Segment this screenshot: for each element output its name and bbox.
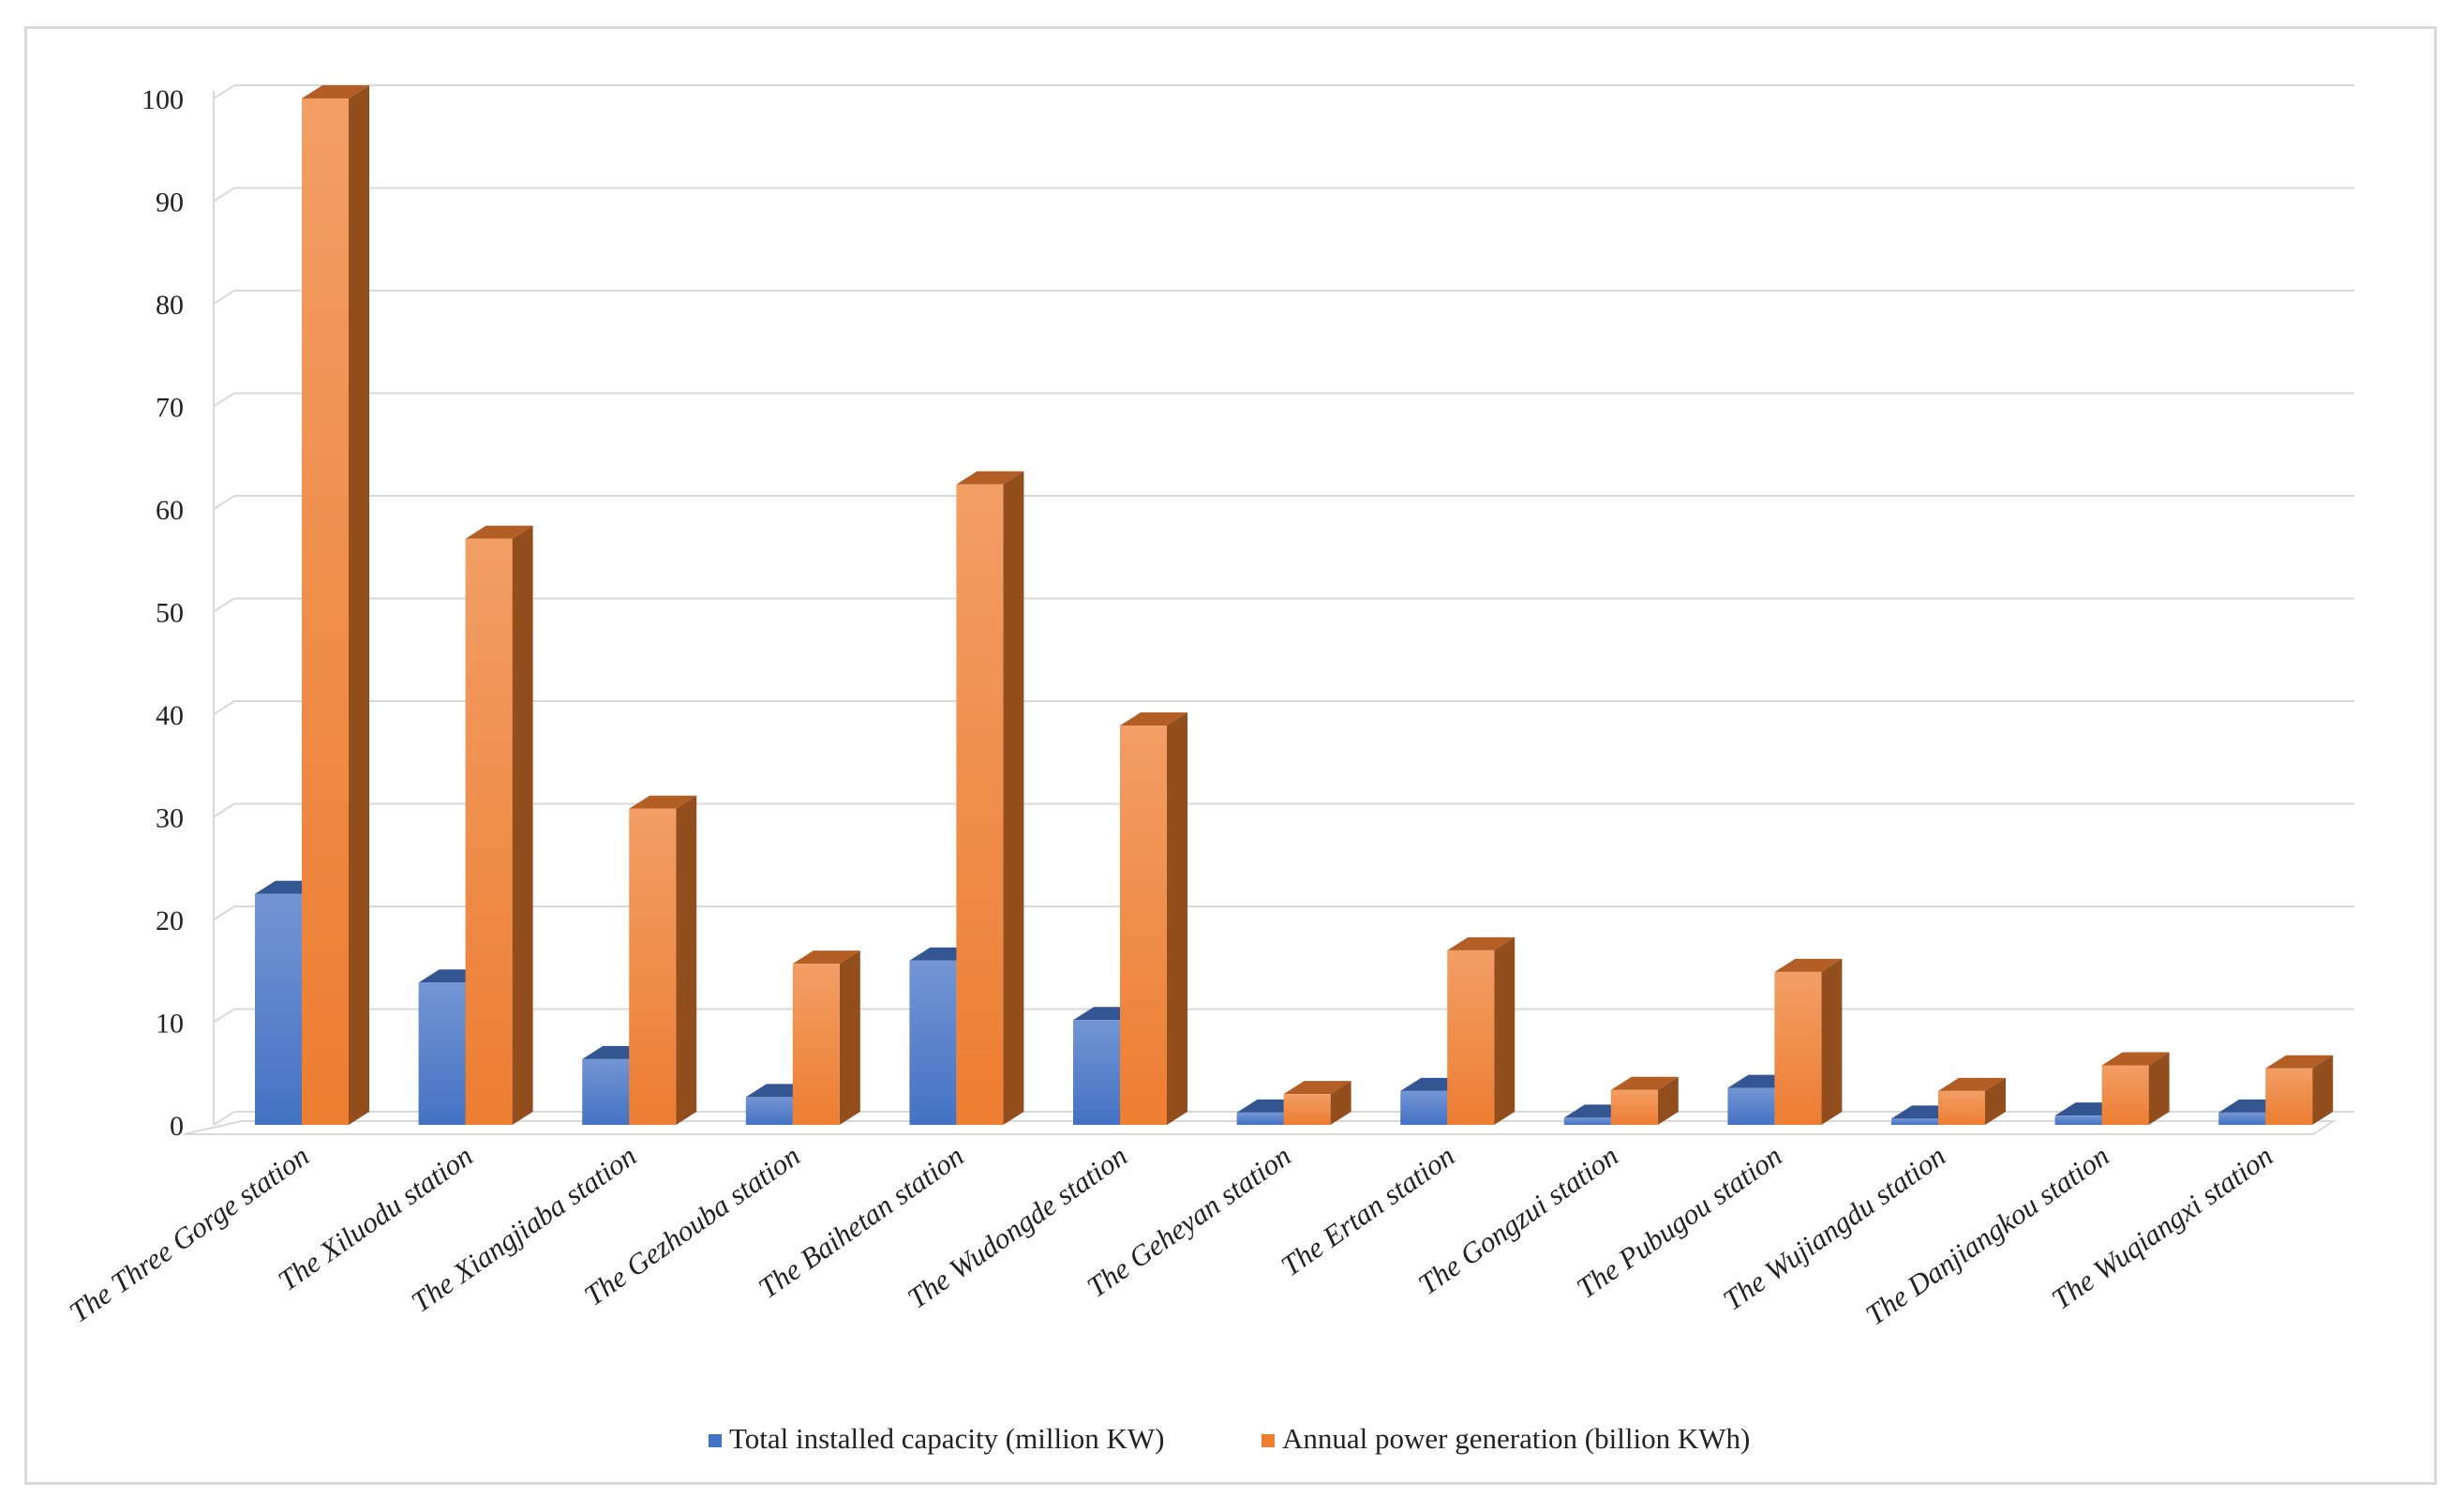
gridline-wall [213,906,235,921]
y-tick-label: 0 [170,1111,184,1142]
bar-front [418,982,466,1125]
bar-front [629,808,677,1125]
bar-top [302,85,369,98]
bar-generation [302,85,369,1125]
bar-side [349,85,369,1125]
bar-generation [2265,1055,2334,1125]
bar-side [839,951,860,1125]
gridline-wall [213,187,235,202]
gridline-wall [213,392,235,408]
bar-generation [1938,1077,2006,1125]
bar-side [2312,1055,2334,1125]
gridline-wall [213,1111,235,1126]
bar-side [676,795,697,1125]
gridline-wall [213,495,235,510]
y-tick-label: 30 [156,803,184,834]
bar-top [1283,1081,1351,1095]
legend-swatch-capacity [709,1434,722,1447]
bar-front [302,98,349,1125]
bar-front [1120,726,1167,1125]
bar-generation [2101,1052,2170,1125]
bar-generation [629,795,697,1125]
y-tick-label: 100 [142,84,184,115]
bar-front [2101,1065,2149,1125]
legend-label-capacity: Total installed capacity (million KW) [729,1422,1164,1455]
bar-side [1330,1081,1351,1125]
legend-swatch-generation [1262,1434,1275,1447]
bar-top [792,951,860,965]
bar-front [1447,950,1495,1125]
bar-front [792,964,840,1125]
bar-generation [1120,712,1187,1125]
bar-top [1774,958,1843,972]
bar-top [465,525,533,539]
bar-front [745,1097,793,1125]
gridline-wall [213,1008,235,1024]
x-tick-label: The Three Gorge station [63,1139,315,1329]
bar-top [1610,1076,1679,1090]
bar-front [1727,1087,1775,1125]
bar-front [255,893,302,1125]
y-tick-label: 90 [156,187,184,218]
gridline-wall [213,597,235,613]
bar-generation [1774,958,1843,1125]
bar-top [2101,1052,2170,1066]
gridline-wall [213,84,235,99]
bar-front [1891,1118,1938,1125]
bar-side [1657,1076,1679,1125]
bar-side [1167,712,1187,1125]
bar-top [1938,1077,2006,1091]
gridlines [213,84,2354,1126]
bar-front [1610,1089,1658,1125]
bar-front [1400,1090,1448,1125]
bar-side [1494,936,1516,1125]
y-tick-label: 50 [156,598,184,629]
bar-front [909,960,957,1125]
bar-generation [956,471,1024,1126]
bar-front [1283,1094,1331,1125]
bar-front [1563,1117,1611,1125]
y-tick-label: 80 [156,290,184,321]
bar-front [465,538,513,1125]
chart-frame [24,26,2437,1485]
bar-generation [1447,936,1516,1125]
y-tick-label: 60 [156,495,184,526]
y-tick-label: 10 [156,1009,184,1040]
bar-front [1938,1090,1985,1125]
bar-generation [1283,1081,1351,1125]
bar-front [2218,1112,2266,1125]
y-tick-label: 40 [156,700,184,731]
gridline-wall [213,802,235,818]
gridline-wall [213,700,235,715]
bar-generation [1610,1076,1679,1125]
y-axis-ticks: 0 10 20 30 40 50 60 70 80 90 100 [142,84,184,1142]
bar-front [1774,971,1822,1125]
y-tick-label: 20 [156,906,184,936]
bar-front [1236,1112,1284,1125]
bar-side [2148,1052,2170,1125]
legend: Total installed capacity (million KW) An… [709,1422,1750,1455]
bar-generation [792,951,860,1125]
bar-front [2054,1115,2102,1125]
gridline-wall [213,290,235,305]
bar-side [1821,958,1843,1125]
y-tick-label: 70 [156,393,184,424]
bar-top [1120,712,1187,726]
bar-top [1447,936,1516,951]
bar-front [582,1058,630,1125]
bar-front [1073,1020,1120,1125]
bar-front [956,484,1004,1125]
bar-top [2265,1055,2334,1069]
bar-side [1003,471,1024,1126]
bar-front [2265,1068,2313,1125]
bar-generation [465,525,533,1125]
bar-top [629,795,697,809]
bar-top [956,471,1024,485]
bar-side [1985,1077,2006,1125]
bars [255,85,2334,1126]
legend-label-generation: Annual power generation (billion KWh) [1282,1422,1750,1455]
bar-side [512,525,533,1125]
